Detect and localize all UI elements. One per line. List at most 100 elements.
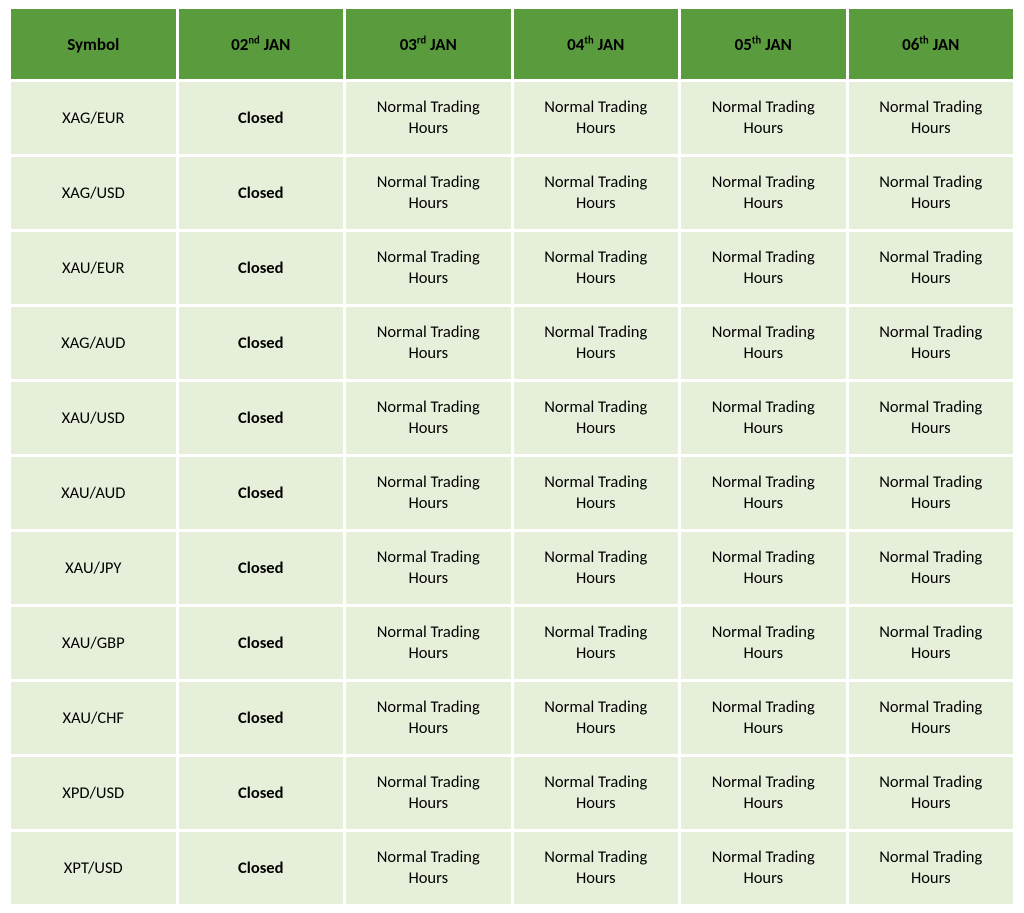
col-ordinal: nd — [248, 33, 259, 46]
col-month: JAN — [598, 34, 625, 55]
table-row: XAG/EURClosedNormal Trading HoursNormal … — [11, 82, 1013, 154]
cell-symbol: XAU/CHF — [11, 682, 176, 754]
cell-status: Normal Trading Hours — [681, 82, 846, 154]
cell-status: Normal Trading Hours — [514, 157, 679, 229]
col-day: 03 — [400, 34, 417, 55]
cell-status: Normal Trading Hours — [346, 532, 511, 604]
col-label: Symbol — [67, 34, 119, 55]
col-date-06: 06th JAN — [849, 9, 1014, 79]
table-body: XAG/EURClosedNormal Trading HoursNormal … — [11, 82, 1013, 904]
cell-symbol: XAG/AUD — [11, 307, 176, 379]
col-date-05: 05th JAN — [681, 9, 846, 79]
cell-status: Normal Trading Hours — [681, 382, 846, 454]
cell-status: Closed — [179, 607, 344, 679]
cell-status: Normal Trading Hours — [514, 832, 679, 904]
cell-status: Normal Trading Hours — [849, 157, 1014, 229]
col-ordinal: th — [584, 33, 593, 46]
cell-status: Closed — [179, 307, 344, 379]
table-row: XAU/AUDClosedNormal Trading HoursNormal … — [11, 457, 1013, 529]
cell-status: Normal Trading Hours — [681, 757, 846, 829]
cell-symbol: XAU/EUR — [11, 232, 176, 304]
cell-symbol: XAU/JPY — [11, 532, 176, 604]
cell-status: Normal Trading Hours — [849, 382, 1014, 454]
cell-status: Normal Trading Hours — [681, 832, 846, 904]
cell-status: Closed — [179, 157, 344, 229]
cell-status: Normal Trading Hours — [514, 457, 679, 529]
cell-status: Closed — [179, 832, 344, 904]
table-row: XAU/USDClosedNormal Trading HoursNormal … — [11, 382, 1013, 454]
cell-status: Closed — [179, 82, 344, 154]
cell-status: Normal Trading Hours — [346, 232, 511, 304]
cell-status: Normal Trading Hours — [514, 607, 679, 679]
cell-status: Normal Trading Hours — [849, 532, 1014, 604]
cell-status: Normal Trading Hours — [514, 532, 679, 604]
table-row: XPT/USDClosedNormal Trading HoursNormal … — [11, 832, 1013, 904]
cell-status: Normal Trading Hours — [681, 232, 846, 304]
cell-status: Normal Trading Hours — [514, 307, 679, 379]
cell-status: Normal Trading Hours — [514, 82, 679, 154]
table-header-row: Symbol 02nd JAN 03rd JAN 04th JAN 05th J… — [11, 9, 1013, 79]
col-symbol: Symbol — [11, 9, 176, 79]
col-month: JAN — [933, 34, 960, 55]
cell-status: Normal Trading Hours — [849, 757, 1014, 829]
cell-status: Normal Trading Hours — [849, 607, 1014, 679]
col-ordinal: th — [752, 33, 761, 46]
col-day: 05 — [735, 34, 752, 55]
cell-status: Normal Trading Hours — [346, 682, 511, 754]
table-row: XAG/USDClosedNormal Trading HoursNormal … — [11, 157, 1013, 229]
cell-status: Normal Trading Hours — [681, 607, 846, 679]
table-row: XAU/GBPClosedNormal Trading HoursNormal … — [11, 607, 1013, 679]
table-row: XAU/CHFClosedNormal Trading HoursNormal … — [11, 682, 1013, 754]
cell-status: Normal Trading Hours — [849, 682, 1014, 754]
col-day: 06 — [902, 34, 919, 55]
cell-status: Closed — [179, 682, 344, 754]
col-date-04: 04th JAN — [514, 9, 679, 79]
cell-status: Normal Trading Hours — [681, 307, 846, 379]
cell-status: Normal Trading Hours — [514, 382, 679, 454]
cell-status: Normal Trading Hours — [346, 832, 511, 904]
cell-status: Normal Trading Hours — [346, 757, 511, 829]
cell-status: Normal Trading Hours — [514, 232, 679, 304]
cell-status: Normal Trading Hours — [849, 232, 1014, 304]
cell-status: Normal Trading Hours — [346, 157, 511, 229]
cell-status: Closed — [179, 532, 344, 604]
table-row: XAU/EURClosedNormal Trading HoursNormal … — [11, 232, 1013, 304]
col-ordinal: th — [919, 33, 928, 46]
table-row: XPD/USDClosedNormal Trading HoursNormal … — [11, 757, 1013, 829]
cell-symbol: XAU/AUD — [11, 457, 176, 529]
cell-status: Closed — [179, 457, 344, 529]
cell-symbol: XAG/EUR — [11, 82, 176, 154]
cell-status: Normal Trading Hours — [514, 682, 679, 754]
cell-status: Closed — [179, 382, 344, 454]
cell-symbol: XAU/GBP — [11, 607, 176, 679]
cell-status: Normal Trading Hours — [346, 382, 511, 454]
cell-status: Closed — [179, 232, 344, 304]
cell-status: Normal Trading Hours — [681, 157, 846, 229]
col-date-02: 02nd JAN — [179, 9, 344, 79]
cell-status: Normal Trading Hours — [681, 532, 846, 604]
cell-status: Normal Trading Hours — [346, 82, 511, 154]
cell-status: Closed — [179, 757, 344, 829]
col-month: JAN — [430, 34, 457, 55]
cell-symbol: XPD/USD — [11, 757, 176, 829]
cell-status: Normal Trading Hours — [681, 457, 846, 529]
cell-symbol: XAG/USD — [11, 157, 176, 229]
cell-status: Normal Trading Hours — [681, 682, 846, 754]
cell-status: Normal Trading Hours — [849, 82, 1014, 154]
col-date-03: 03rd JAN — [346, 9, 511, 79]
cell-symbol: XPT/USD — [11, 832, 176, 904]
trading-hours-table: Symbol 02nd JAN 03rd JAN 04th JAN 05th J… — [8, 6, 1016, 907]
cell-status: Normal Trading Hours — [514, 757, 679, 829]
cell-status: Normal Trading Hours — [849, 307, 1014, 379]
col-ordinal: rd — [417, 33, 426, 46]
col-month: JAN — [264, 34, 291, 55]
col-day: 04 — [567, 34, 584, 55]
col-month: JAN — [765, 34, 792, 55]
table-row: XAU/JPYClosedNormal Trading HoursNormal … — [11, 532, 1013, 604]
cell-status: Normal Trading Hours — [346, 457, 511, 529]
table-row: XAG/AUDClosedNormal Trading HoursNormal … — [11, 307, 1013, 379]
cell-status: Normal Trading Hours — [849, 832, 1014, 904]
col-day: 02 — [231, 34, 248, 55]
cell-symbol: XAU/USD — [11, 382, 176, 454]
cell-status: Normal Trading Hours — [346, 607, 511, 679]
